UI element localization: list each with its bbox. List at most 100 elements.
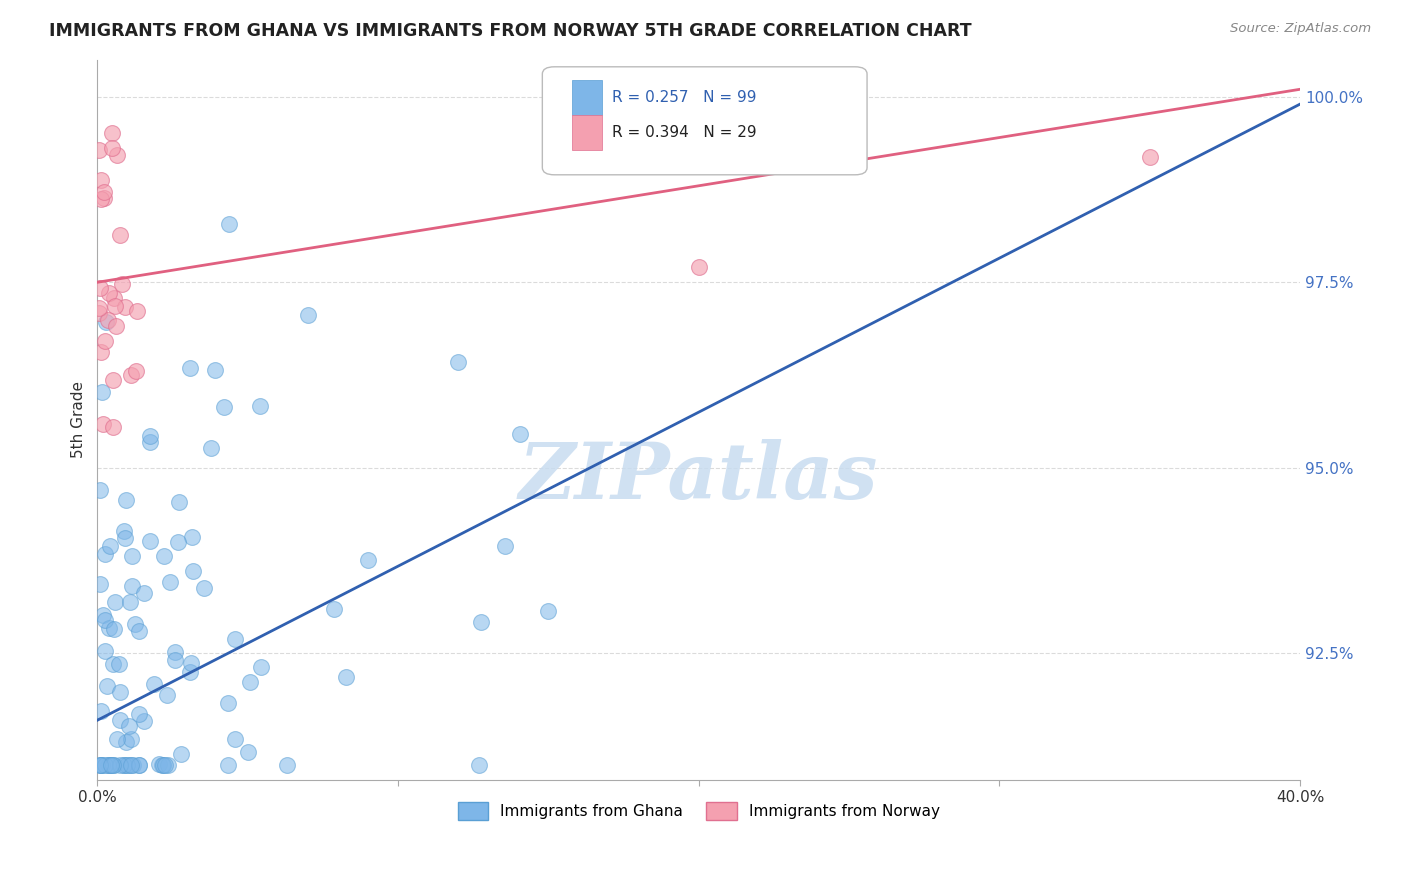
Point bbox=[128, 757, 150, 772]
Point bbox=[115, 757, 138, 772]
Text: IMMIGRANTS FROM GHANA VS IMMIGRANTS FROM NORWAY 5TH GRADE CORRELATION CHART: IMMIGRANTS FROM GHANA VS IMMIGRANTS FROM… bbox=[49, 22, 972, 40]
Point bbox=[159, 574, 181, 589]
Point bbox=[105, 318, 128, 333]
Point bbox=[104, 595, 127, 609]
Point bbox=[112, 757, 135, 772]
Point bbox=[179, 665, 201, 679]
Point bbox=[152, 757, 174, 772]
Point bbox=[193, 581, 215, 595]
Point bbox=[153, 757, 176, 772]
Point bbox=[98, 285, 121, 300]
Point bbox=[96, 315, 118, 329]
Point bbox=[143, 677, 166, 691]
Point bbox=[111, 277, 134, 291]
Point bbox=[89, 757, 111, 772]
Point bbox=[118, 719, 141, 733]
Point bbox=[90, 704, 112, 718]
Point bbox=[128, 624, 150, 638]
Point bbox=[105, 148, 128, 162]
Point bbox=[224, 632, 246, 646]
Point bbox=[118, 757, 141, 772]
Text: ZIPatlas: ZIPatlas bbox=[519, 439, 879, 516]
Point bbox=[128, 757, 150, 772]
Point bbox=[139, 435, 162, 450]
Point bbox=[87, 143, 110, 157]
Point bbox=[134, 714, 156, 728]
Point bbox=[121, 579, 143, 593]
Point bbox=[204, 363, 226, 377]
Point bbox=[180, 656, 202, 670]
FancyBboxPatch shape bbox=[572, 115, 603, 150]
Point bbox=[249, 399, 271, 413]
Point bbox=[112, 524, 135, 539]
Point bbox=[94, 644, 117, 658]
Point bbox=[167, 495, 190, 509]
Point bbox=[217, 757, 239, 772]
Point bbox=[148, 756, 170, 771]
Point bbox=[537, 604, 560, 618]
Point bbox=[122, 757, 145, 772]
Point bbox=[121, 549, 143, 563]
Point bbox=[114, 531, 136, 545]
Point bbox=[103, 373, 125, 387]
Text: Source: ZipAtlas.com: Source: ZipAtlas.com bbox=[1230, 22, 1371, 36]
Point bbox=[110, 757, 132, 772]
Point bbox=[125, 364, 148, 378]
Point bbox=[96, 679, 118, 693]
Point bbox=[94, 614, 117, 628]
Point bbox=[93, 191, 115, 205]
Point bbox=[101, 127, 124, 141]
Point bbox=[97, 621, 120, 635]
Point bbox=[139, 429, 162, 443]
Point bbox=[114, 300, 136, 314]
Point bbox=[103, 623, 125, 637]
Legend: Immigrants from Ghana, Immigrants from Norway: Immigrants from Ghana, Immigrants from N… bbox=[451, 796, 946, 826]
FancyBboxPatch shape bbox=[543, 67, 868, 175]
Point bbox=[217, 696, 239, 710]
FancyBboxPatch shape bbox=[572, 80, 603, 115]
Point bbox=[688, 260, 710, 275]
Point bbox=[90, 384, 112, 399]
Point bbox=[108, 228, 131, 243]
Point bbox=[115, 493, 138, 508]
Point bbox=[108, 657, 131, 672]
Point bbox=[167, 535, 190, 549]
Point bbox=[180, 530, 202, 544]
Point bbox=[105, 731, 128, 746]
Point bbox=[468, 757, 491, 772]
Point bbox=[89, 281, 111, 295]
Point bbox=[115, 735, 138, 749]
Point bbox=[100, 757, 122, 772]
Text: R = 0.257   N = 99: R = 0.257 N = 99 bbox=[612, 90, 756, 105]
Point bbox=[128, 706, 150, 721]
Text: R = 0.394   N = 29: R = 0.394 N = 29 bbox=[612, 125, 756, 140]
Point bbox=[89, 757, 111, 772]
Point bbox=[170, 747, 193, 761]
Point bbox=[103, 757, 125, 772]
Point bbox=[120, 757, 142, 772]
Point bbox=[276, 757, 298, 772]
Point bbox=[103, 292, 125, 306]
Point bbox=[494, 539, 516, 553]
Point bbox=[165, 653, 187, 667]
Point bbox=[152, 549, 174, 564]
Point bbox=[132, 586, 155, 600]
Point bbox=[108, 713, 131, 727]
Point bbox=[108, 685, 131, 699]
Point bbox=[163, 645, 186, 659]
Point bbox=[200, 441, 222, 455]
Point bbox=[224, 731, 246, 746]
Point bbox=[97, 757, 120, 772]
Point bbox=[90, 192, 112, 206]
Point bbox=[152, 757, 174, 772]
Point bbox=[323, 601, 346, 615]
Point bbox=[101, 657, 124, 672]
Point bbox=[139, 534, 162, 549]
Point bbox=[214, 400, 236, 414]
Point bbox=[94, 334, 117, 348]
Point bbox=[104, 299, 127, 313]
Point bbox=[89, 577, 111, 591]
Point bbox=[90, 757, 112, 772]
Point bbox=[98, 539, 121, 553]
Point bbox=[179, 360, 201, 375]
